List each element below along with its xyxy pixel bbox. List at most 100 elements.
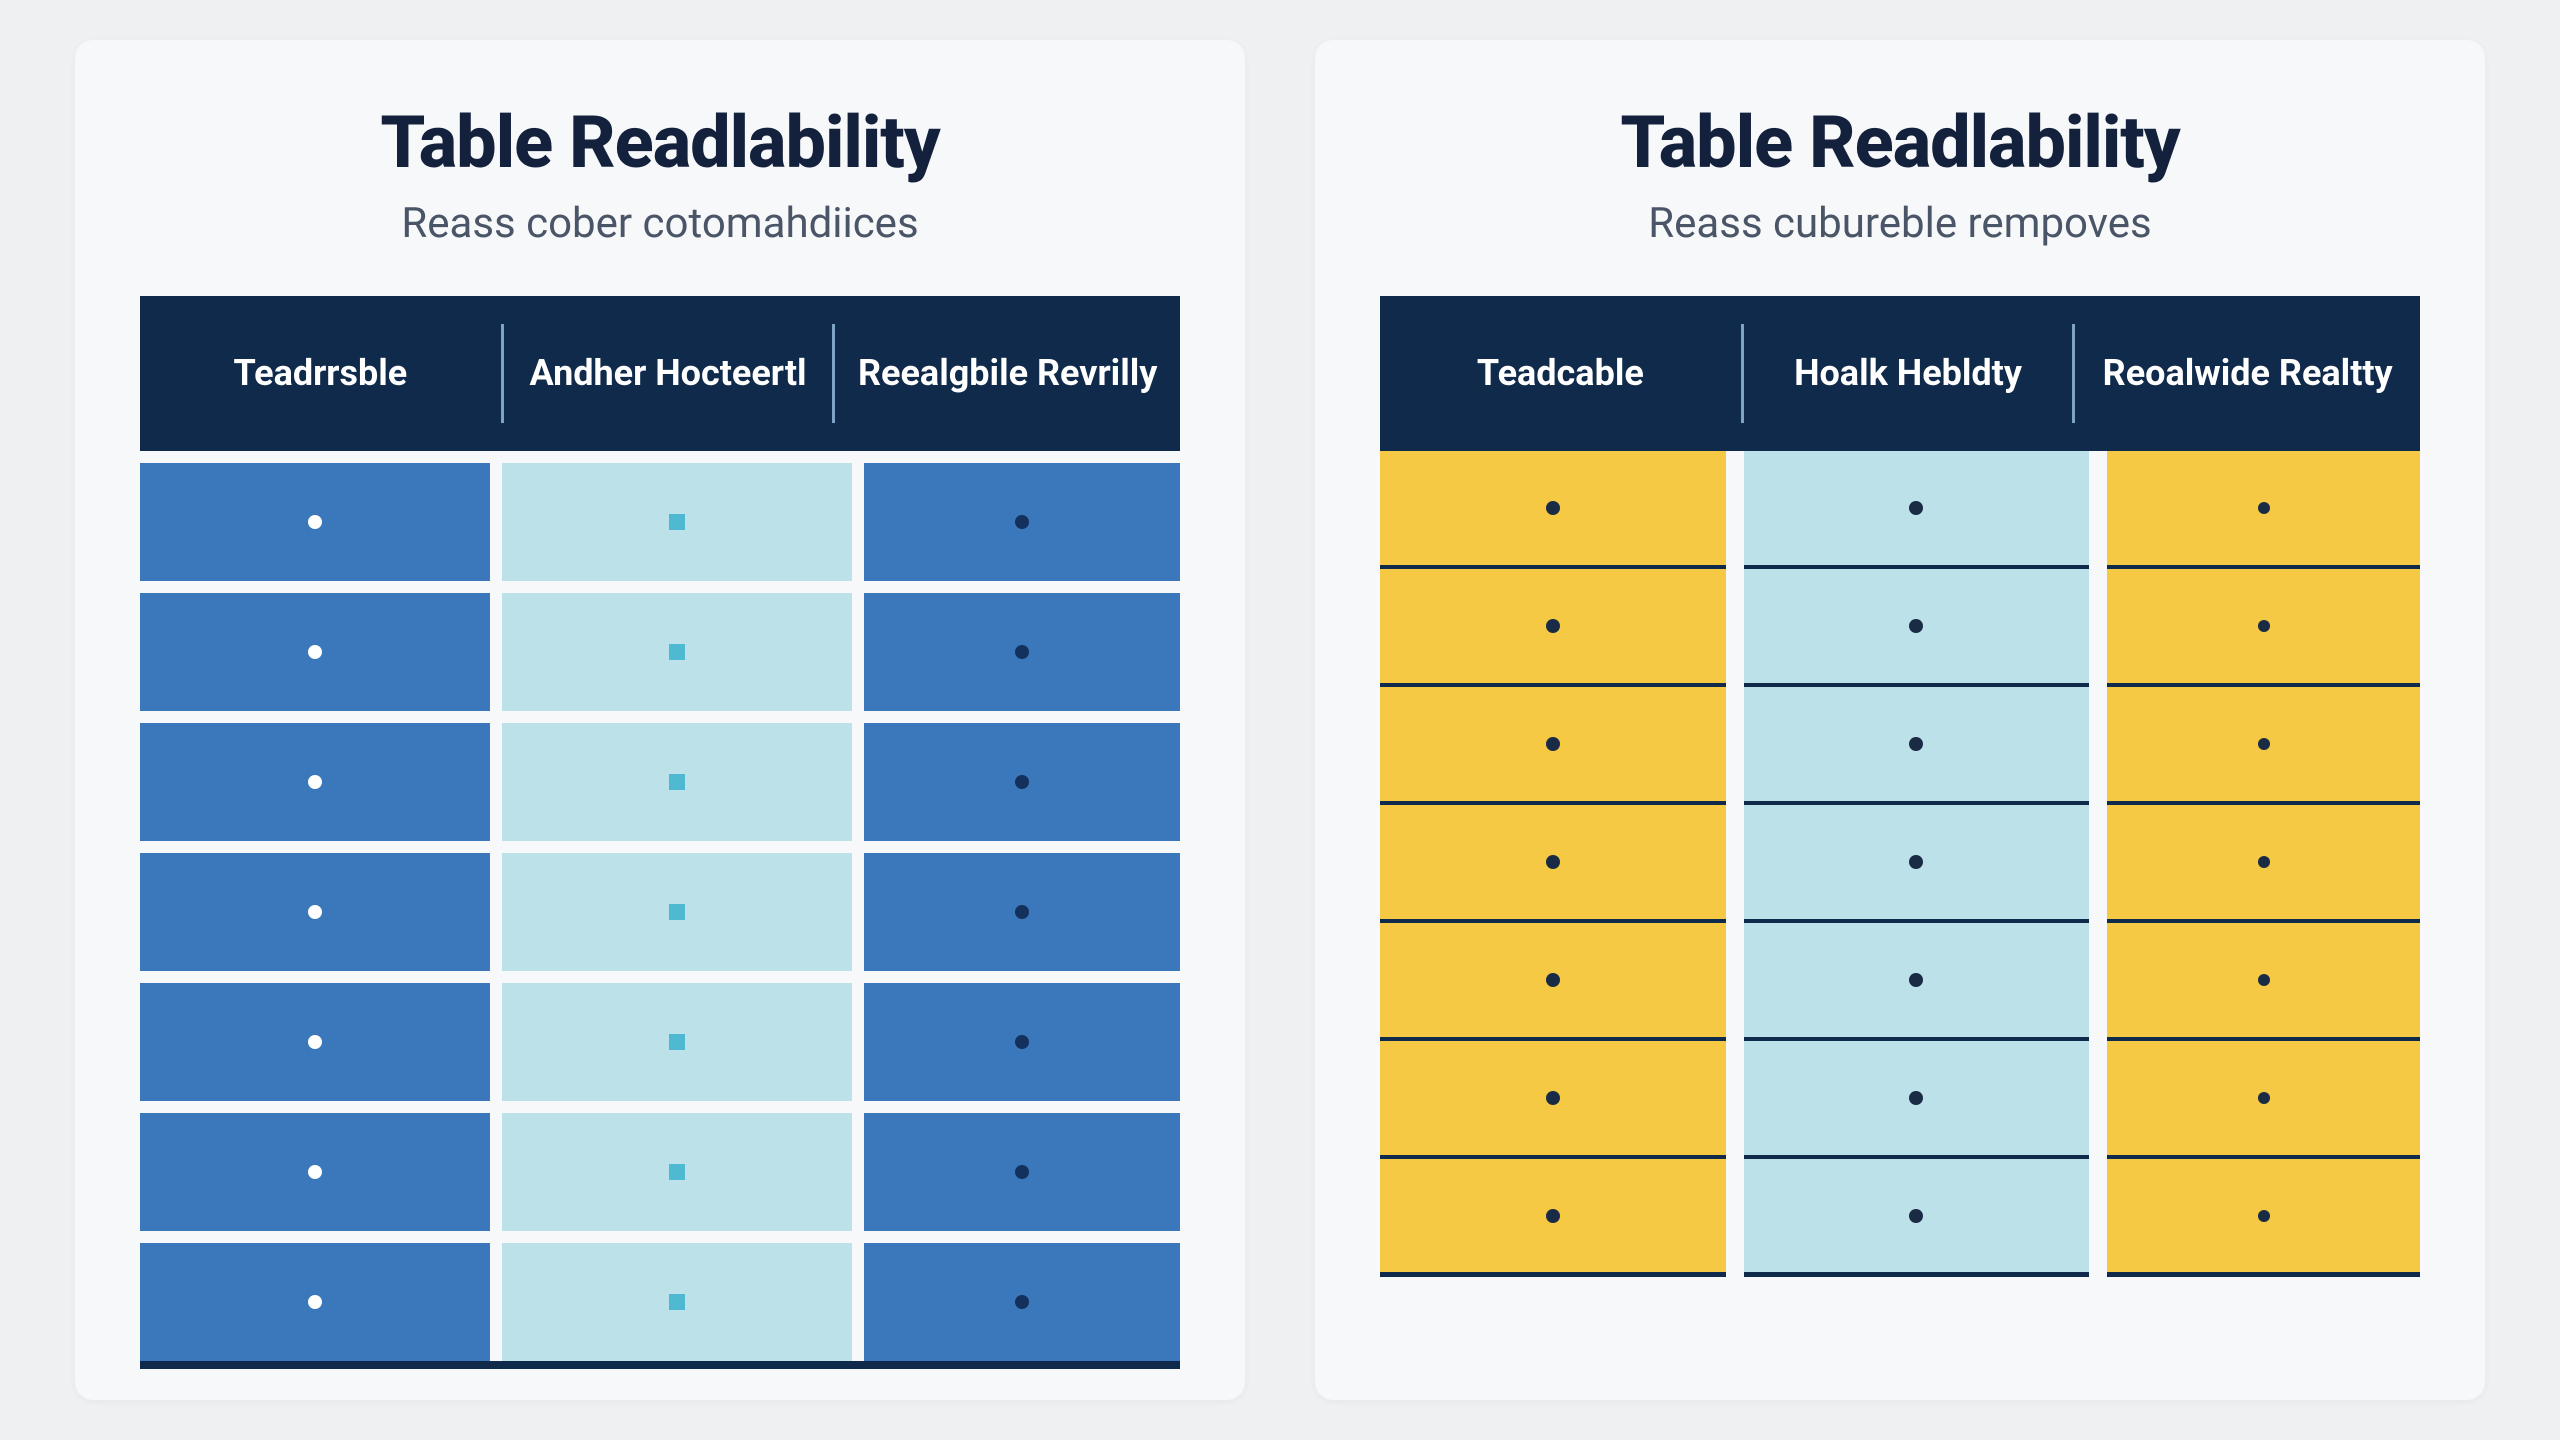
- bullet-icon: [2258, 1092, 2270, 1104]
- bullet-icon: [1015, 775, 1029, 789]
- table-cell: [1744, 687, 2090, 805]
- table-row: [140, 1243, 1180, 1361]
- table-cell: [1744, 451, 2090, 569]
- bullet-icon: [2258, 620, 2270, 632]
- table-cell: [1744, 923, 2090, 1041]
- bullet-icon: [1015, 1165, 1029, 1179]
- table-cell: [1380, 923, 1726, 1041]
- square-icon: [669, 514, 685, 530]
- table-cell: [2107, 569, 2420, 687]
- bullet-icon: [308, 1295, 322, 1309]
- table-cell: [2107, 923, 2420, 1041]
- bullet-icon: [1015, 905, 1029, 919]
- table-cell: [864, 593, 1180, 711]
- table-cell: [1744, 805, 2090, 923]
- table-cell: [502, 723, 852, 841]
- table-cell: [502, 853, 852, 971]
- table-cell: [140, 723, 490, 841]
- column-header: Hoalk Hebldty: [1744, 296, 2073, 451]
- bullet-icon: [1909, 855, 1923, 869]
- table-cell: [864, 853, 1180, 971]
- bullet-icon: [308, 645, 322, 659]
- table-header-row: Teadrrsble Andher Hocteertl Reealgbile R…: [140, 296, 1180, 451]
- bullet-icon: [308, 905, 322, 919]
- bullet-icon: [2258, 738, 2270, 750]
- table-header-row: Teadcable Hoalk Hebldty Reoalwide Realtt…: [1380, 296, 2420, 451]
- column-header: Andher Hocteertl: [504, 296, 833, 451]
- table-cell: [140, 593, 490, 711]
- bullet-icon: [1909, 973, 1923, 987]
- bullet-icon: [1546, 973, 1560, 987]
- table-cell: [502, 1113, 852, 1231]
- table-cell: [502, 983, 852, 1101]
- table-cell: [502, 1243, 852, 1361]
- bullet-icon: [1546, 1091, 1560, 1105]
- table-cell: [502, 463, 852, 581]
- bullet-icon: [1546, 501, 1560, 515]
- bullet-icon: [1015, 1295, 1029, 1309]
- bullet-icon: [1909, 737, 1923, 751]
- bullet-icon: [2258, 1210, 2270, 1222]
- bullet-icon: [1546, 1209, 1560, 1223]
- column-header: Teadrrsble: [140, 296, 501, 451]
- bullet-icon: [1546, 855, 1560, 869]
- bullet-icon: [308, 515, 322, 529]
- table-row: [140, 983, 1180, 1101]
- table-column: [1380, 451, 1726, 1277]
- table-cell: [1380, 805, 1726, 923]
- bullet-icon: [308, 1165, 322, 1179]
- table-cell: [1380, 451, 1726, 569]
- table-cell: [864, 1113, 1180, 1231]
- table-row: [140, 593, 1180, 711]
- bullet-icon: [1015, 645, 1029, 659]
- table-cell: [1380, 1159, 1726, 1277]
- table-cell: [140, 983, 490, 1101]
- table-cell: [2107, 805, 2420, 923]
- table-cell: [140, 1113, 490, 1231]
- table-cell: [140, 1243, 490, 1361]
- table-row: [140, 463, 1180, 581]
- table-cell: [1380, 687, 1726, 805]
- bullet-icon: [308, 1035, 322, 1049]
- card-title: Table Readlability: [1380, 100, 2420, 185]
- table-row: [140, 1113, 1180, 1231]
- bullet-icon: [2258, 502, 2270, 514]
- table-cell: [2107, 1159, 2420, 1277]
- table-cell: [1744, 1159, 2090, 1277]
- table-cell: [864, 463, 1180, 581]
- table-cell: [1380, 569, 1726, 687]
- table-cell: [864, 723, 1180, 841]
- square-icon: [669, 1034, 685, 1050]
- bullet-icon: [1546, 619, 1560, 633]
- readability-table-left: Teadrrsble Andher Hocteertl Reealgbile R…: [140, 296, 1180, 1369]
- square-icon: [669, 1294, 685, 1310]
- bullet-icon: [2258, 974, 2270, 986]
- table-cell: [2107, 451, 2420, 569]
- bullet-icon: [1909, 1091, 1923, 1105]
- square-icon: [669, 904, 685, 920]
- column-header: Reoalwide Realtty: [2075, 296, 2420, 451]
- square-icon: [669, 774, 685, 790]
- column-header: Teadcable: [1380, 296, 1741, 451]
- table-column: [2107, 451, 2420, 1277]
- bullet-icon: [1015, 515, 1029, 529]
- table-row: [140, 723, 1180, 841]
- bullet-icon: [2258, 856, 2270, 868]
- card-subtitle: Reass cubureble rempoves: [1380, 199, 2420, 248]
- square-icon: [669, 644, 685, 660]
- table-card-left: Table Readlability Reass cober cotomahdi…: [75, 40, 1245, 1400]
- table-cell: [1744, 569, 2090, 687]
- table-card-right: Table Readlability Reass cubureble rempo…: [1315, 40, 2485, 1400]
- table-cell: [140, 463, 490, 581]
- square-icon: [669, 1164, 685, 1180]
- column-header: Reealgbile Revrilly: [835, 296, 1180, 451]
- bullet-icon: [1909, 1209, 1923, 1223]
- table-cell: [2107, 687, 2420, 805]
- table-cell: [2107, 1041, 2420, 1159]
- card-title: Table Readlability: [140, 100, 1180, 185]
- bullet-icon: [1015, 1035, 1029, 1049]
- card-subtitle: Reass cober cotomahdiices: [140, 199, 1180, 248]
- table-cell: [502, 593, 852, 711]
- bullet-icon: [1546, 737, 1560, 751]
- bullet-icon: [308, 775, 322, 789]
